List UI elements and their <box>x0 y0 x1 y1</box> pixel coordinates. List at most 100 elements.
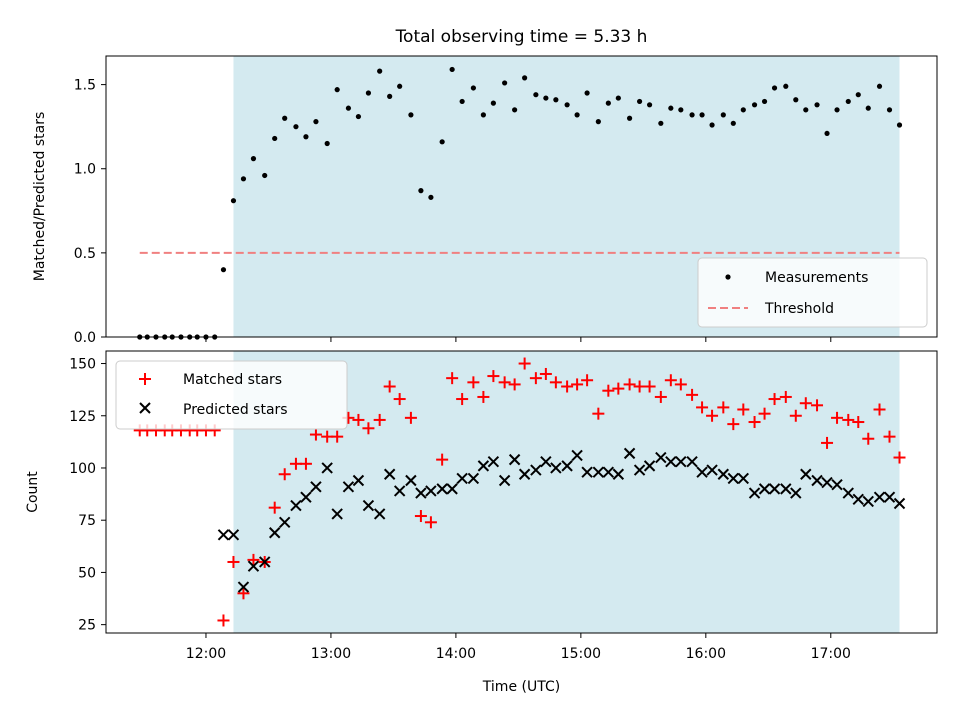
top-y-tick-label: 0.5 <box>74 246 96 262</box>
predicted-star-point <box>342 481 355 493</box>
predicted-star-point <box>247 560 260 572</box>
measurement-point <box>282 115 288 121</box>
bottom-y-tick-label: 100 <box>69 461 96 477</box>
matched-star-point <box>686 388 699 401</box>
x-tick-label: 12:00 <box>186 646 226 662</box>
predicted-star-point <box>737 472 750 485</box>
bottom-plot-frame <box>105 350 938 634</box>
measurement-point <box>876 83 883 89</box>
bottom-y-tick-label: 50 <box>78 565 96 581</box>
predicted-star-point <box>800 468 812 480</box>
matched-star-point <box>612 382 625 395</box>
measurement-point <box>334 87 340 93</box>
legend-measurement-marker <box>725 274 731 280</box>
bottom-panel: 12:00 13:00 14:00 15:00 16:00 17:00 25 50 75 100 1… <box>25 350 938 695</box>
top-y-axis-label: Matched/Predicted stars <box>32 112 48 282</box>
matched-star-point <box>571 378 584 391</box>
predicted-star-point <box>373 508 386 520</box>
predicted-star-point <box>362 499 375 512</box>
predicted-star-point <box>518 468 531 480</box>
chart-title: Total observing time = 5.33 h <box>395 27 648 47</box>
predicted-star-point <box>592 466 605 478</box>
measurement-point <box>668 105 674 111</box>
measurement-point <box>512 107 518 113</box>
measurement-point <box>459 98 465 105</box>
matched-star-point <box>779 390 792 403</box>
matched-star-point <box>446 372 459 385</box>
matched-star-point <box>737 403 750 416</box>
predicted-star-point <box>217 529 230 541</box>
bottom-legend: Matched stars Predicted stars <box>115 360 348 430</box>
matched-star-point <box>373 413 386 426</box>
measurement-point <box>636 98 643 105</box>
measurement-point <box>709 122 715 128</box>
measurement-point <box>303 134 309 140</box>
x-tick-label: 13:00 <box>311 646 351 662</box>
bottom-y-axis-label: Count <box>25 471 41 513</box>
matched-star-point <box>821 436 834 449</box>
measurement-point <box>564 102 570 108</box>
matched-star-point <box>748 416 761 429</box>
predicted-star-point <box>540 456 552 468</box>
predicted-star-point <box>675 456 687 468</box>
measurement-point <box>761 98 768 105</box>
matched-star-point <box>383 380 396 393</box>
predicted-star-point <box>665 456 677 468</box>
legend-predicted-marker <box>139 402 151 414</box>
measurement-point <box>626 115 633 121</box>
top-legend-box <box>697 257 928 328</box>
matched-star-point <box>393 393 406 406</box>
matched-star-point <box>352 413 365 426</box>
matched-star-point <box>799 397 812 410</box>
matched-star-point <box>674 378 687 391</box>
predicted-star-point <box>508 453 521 466</box>
matched-star-point <box>862 432 875 445</box>
predicted-star-point <box>623 447 636 460</box>
predicted-star-point <box>811 474 823 487</box>
matched-star-point <box>518 357 531 370</box>
measurement-point <box>490 100 496 106</box>
predicted-star-point <box>581 466 593 478</box>
measurement-point <box>845 98 851 105</box>
measurement-point <box>783 83 789 89</box>
measurement-point <box>751 102 758 108</box>
predicted-star-point <box>831 478 843 491</box>
predicted-star-point <box>446 483 458 495</box>
matched-star-point <box>539 367 552 380</box>
matched-star-point <box>581 374 594 387</box>
matched-star-point <box>706 409 719 422</box>
matched-star-point <box>592 407 605 420</box>
legend-matched-marker <box>139 373 151 385</box>
measurement-point <box>220 267 227 273</box>
measurement-point <box>470 85 476 91</box>
predicted-star-point <box>612 468 625 480</box>
x-axis-label: Time (UTC) <box>482 679 560 695</box>
matched-star-point <box>424 516 437 529</box>
matched-star-point <box>717 401 730 414</box>
predicted-star-point <box>893 497 906 510</box>
matched-star-point <box>237 587 250 600</box>
matched-star-point <box>696 401 709 414</box>
predicted-star-point <box>310 481 322 493</box>
measurement-point <box>678 107 684 113</box>
measurement-point <box>740 107 746 113</box>
top-axis-ticks: 0.0 0.5 1.0 1.5 <box>74 78 832 346</box>
predicted-star-point <box>852 493 864 506</box>
matched-star-point <box>456 393 469 406</box>
matched-star-point <box>217 614 230 627</box>
measurement-point <box>605 100 611 106</box>
measurement-point <box>397 83 403 89</box>
measurement-point <box>250 156 257 162</box>
predicted-star-point <box>477 460 490 472</box>
predicted-star-point <box>780 483 792 495</box>
predicted-star-point <box>727 472 740 485</box>
matched-star-point <box>768 393 781 406</box>
measurement-point <box>730 120 736 126</box>
predicted-star-point <box>842 487 854 499</box>
matched-star-point <box>467 376 480 389</box>
x-tick-label: 17:00 <box>811 646 851 662</box>
measurement-point <box>658 120 664 126</box>
predicted-star-point <box>237 581 250 593</box>
predicted-star-point <box>571 449 583 462</box>
